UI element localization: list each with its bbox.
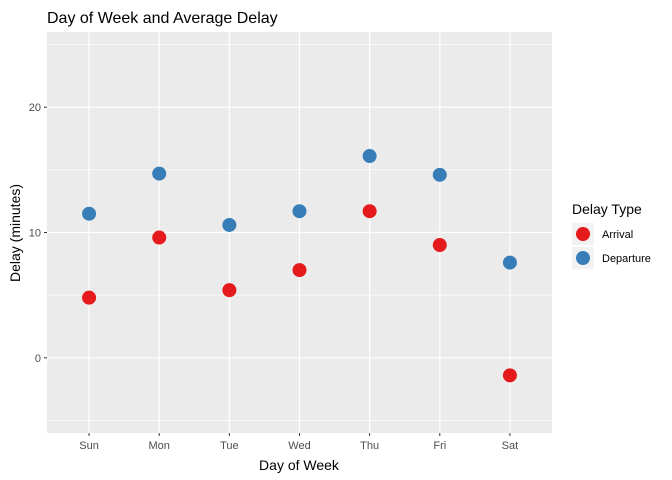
x-tick-label: Thu	[360, 440, 379, 452]
point-arrival	[152, 230, 167, 245]
point-arrival	[362, 204, 377, 219]
x-axis-title: Day of Week	[259, 457, 340, 473]
point-arrival	[292, 263, 307, 278]
legend-title: Delay Type	[572, 201, 642, 217]
point-arrival	[432, 238, 447, 253]
y-axis-title: Delay (minutes)	[7, 184, 23, 282]
grid-major	[47, 32, 552, 433]
chart-title: Day of Week and Average Delay	[47, 10, 278, 27]
legend-label: Departure	[602, 253, 651, 265]
point-departure	[502, 255, 517, 270]
x-tick-label: Mon	[149, 440, 170, 452]
point-arrival	[222, 283, 237, 298]
y-tick-label: 10	[29, 228, 41, 240]
y-tick-label: 20	[29, 102, 41, 114]
point-departure	[222, 217, 237, 232]
x-tick-label: Wed	[288, 440, 310, 452]
point-arrival	[82, 290, 97, 305]
point-departure	[82, 206, 97, 221]
legend-label: Arrival	[602, 229, 633, 241]
legend-key-departure	[576, 251, 590, 265]
point-arrival	[502, 368, 517, 383]
x-tick-label: Sun	[79, 440, 99, 452]
data-points	[82, 149, 517, 383]
point-departure	[432, 167, 447, 182]
point-departure	[292, 204, 307, 219]
y-axis-ticks: 0 10 20	[29, 102, 47, 365]
legend-key-arrival	[576, 227, 590, 241]
point-departure	[152, 166, 167, 181]
legend: Delay Type Arrival Departure	[572, 201, 651, 269]
point-departure	[362, 149, 377, 164]
x-tick-label: Tue	[220, 440, 239, 452]
x-tick-label: Fri	[433, 440, 446, 452]
y-tick-label: 0	[35, 353, 41, 365]
x-tick-label: Sat	[502, 440, 519, 452]
x-axis-ticks: Sun Mon Tue Wed Thu Fri Sat	[79, 433, 518, 452]
